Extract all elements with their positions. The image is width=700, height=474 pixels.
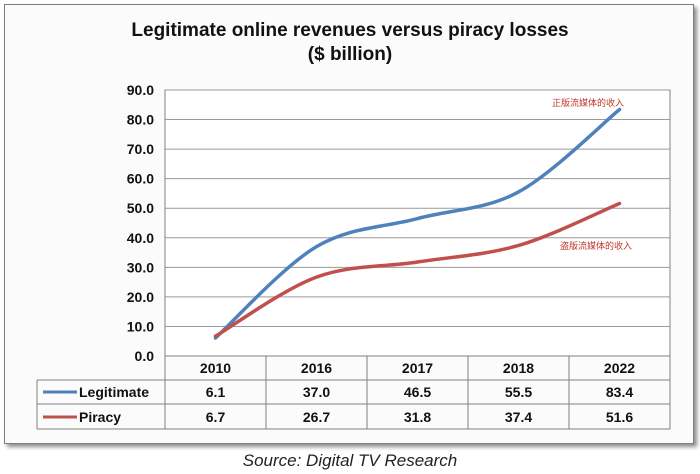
series-line-legitimate bbox=[213, 107, 622, 340]
annotation-legitimate: 正版流媒体的收入 bbox=[552, 97, 624, 108]
table-cell: 37.0 bbox=[303, 384, 330, 400]
table-cell: 46.5 bbox=[404, 384, 431, 400]
x-tick-label: 2017 bbox=[402, 360, 433, 376]
table-cell: 6.1 bbox=[206, 384, 226, 400]
legend-label: Legitimate bbox=[79, 384, 149, 400]
chart-title: Legitimate online revenues versus piracy… bbox=[131, 20, 569, 41]
chart-subtitle: ($ billion) bbox=[307, 44, 393, 65]
x-tick-label: 2010 bbox=[200, 360, 231, 376]
table-cell: 6.7 bbox=[206, 409, 226, 425]
table-cell: 37.4 bbox=[505, 409, 532, 425]
y-tick-label: 40.0 bbox=[127, 230, 154, 246]
y-tick-label: 20.0 bbox=[127, 289, 154, 305]
y-tick-label: 30.0 bbox=[127, 259, 154, 275]
table-cell: 31.8 bbox=[404, 409, 431, 425]
plot-area bbox=[164, 89, 671, 357]
x-tick-label: 2016 bbox=[301, 360, 332, 376]
y-tick-label: 60.0 bbox=[127, 171, 154, 187]
y-tick-label: 0.0 bbox=[135, 348, 155, 364]
y-tick-label: 80.0 bbox=[127, 112, 154, 128]
legend-label: Piracy bbox=[79, 409, 121, 425]
series-line-piracy bbox=[213, 201, 622, 338]
table-cell: 26.7 bbox=[303, 409, 330, 425]
x-tick-label: 2022 bbox=[604, 360, 635, 376]
table-cell: 55.5 bbox=[505, 384, 532, 400]
y-tick-label: 90.0 bbox=[127, 82, 154, 98]
table-cell: 83.4 bbox=[606, 384, 633, 400]
annotation-piracy: 盗版流媒体的收入 bbox=[560, 240, 632, 251]
y-tick-label: 50.0 bbox=[127, 200, 154, 216]
x-tick-label: 2018 bbox=[503, 360, 534, 376]
source-caption: Source: Digital TV Research bbox=[242, 451, 458, 470]
y-tick-label: 10.0 bbox=[127, 318, 154, 334]
y-tick-label: 70.0 bbox=[127, 141, 154, 157]
table-cell: 51.6 bbox=[606, 409, 633, 425]
